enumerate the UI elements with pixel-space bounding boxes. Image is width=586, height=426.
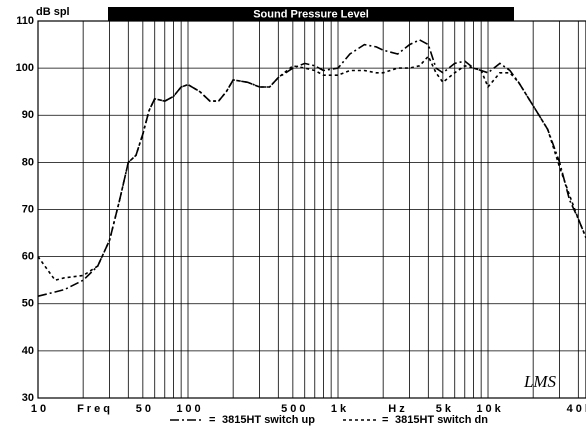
y-axis-label: dB spl [36, 6, 70, 18]
chart-title: Sound Pressure Level [253, 8, 369, 20]
plot-frame [37, 20, 586, 399]
x-tick-label: 10k [476, 403, 503, 415]
y-tick-label: 50 [22, 298, 34, 310]
x-tick-label: 50 [136, 403, 154, 415]
legend-label: 3815HT switch dn [395, 414, 488, 426]
y-tick-label: 100 [16, 62, 34, 74]
y-tick-label: 90 [22, 109, 34, 121]
y-tick-label: 30 [22, 392, 34, 404]
y-tick-label: 60 [22, 251, 34, 263]
y-tick-label: 80 [22, 156, 34, 168]
x-tick-label: 500 [281, 403, 308, 415]
x-tick-label: 40k [567, 403, 586, 415]
x-axis-unit: Hz [388, 403, 407, 415]
logo: LMS [523, 372, 557, 391]
title-bar [108, 7, 514, 21]
legend-separator: = [209, 414, 215, 426]
x-axis-label: Freq [77, 403, 113, 415]
x-tick-label: 5k [436, 403, 454, 415]
y-tick-label: 40 [22, 345, 34, 357]
x-tick-label: 1k [331, 403, 349, 415]
x-tick-label: 10 [31, 403, 49, 415]
y-tick-label: 110 [16, 15, 34, 27]
legend-label: 3815HT switch up [222, 414, 315, 426]
y-tick-label: 70 [22, 203, 34, 215]
legend-separator: = [382, 414, 388, 426]
series-line [37, 54, 586, 282]
x-tick-label: 100 [176, 403, 203, 415]
